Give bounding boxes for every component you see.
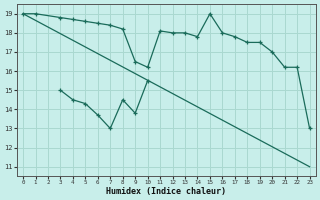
X-axis label: Humidex (Indice chaleur): Humidex (Indice chaleur) bbox=[106, 187, 226, 196]
